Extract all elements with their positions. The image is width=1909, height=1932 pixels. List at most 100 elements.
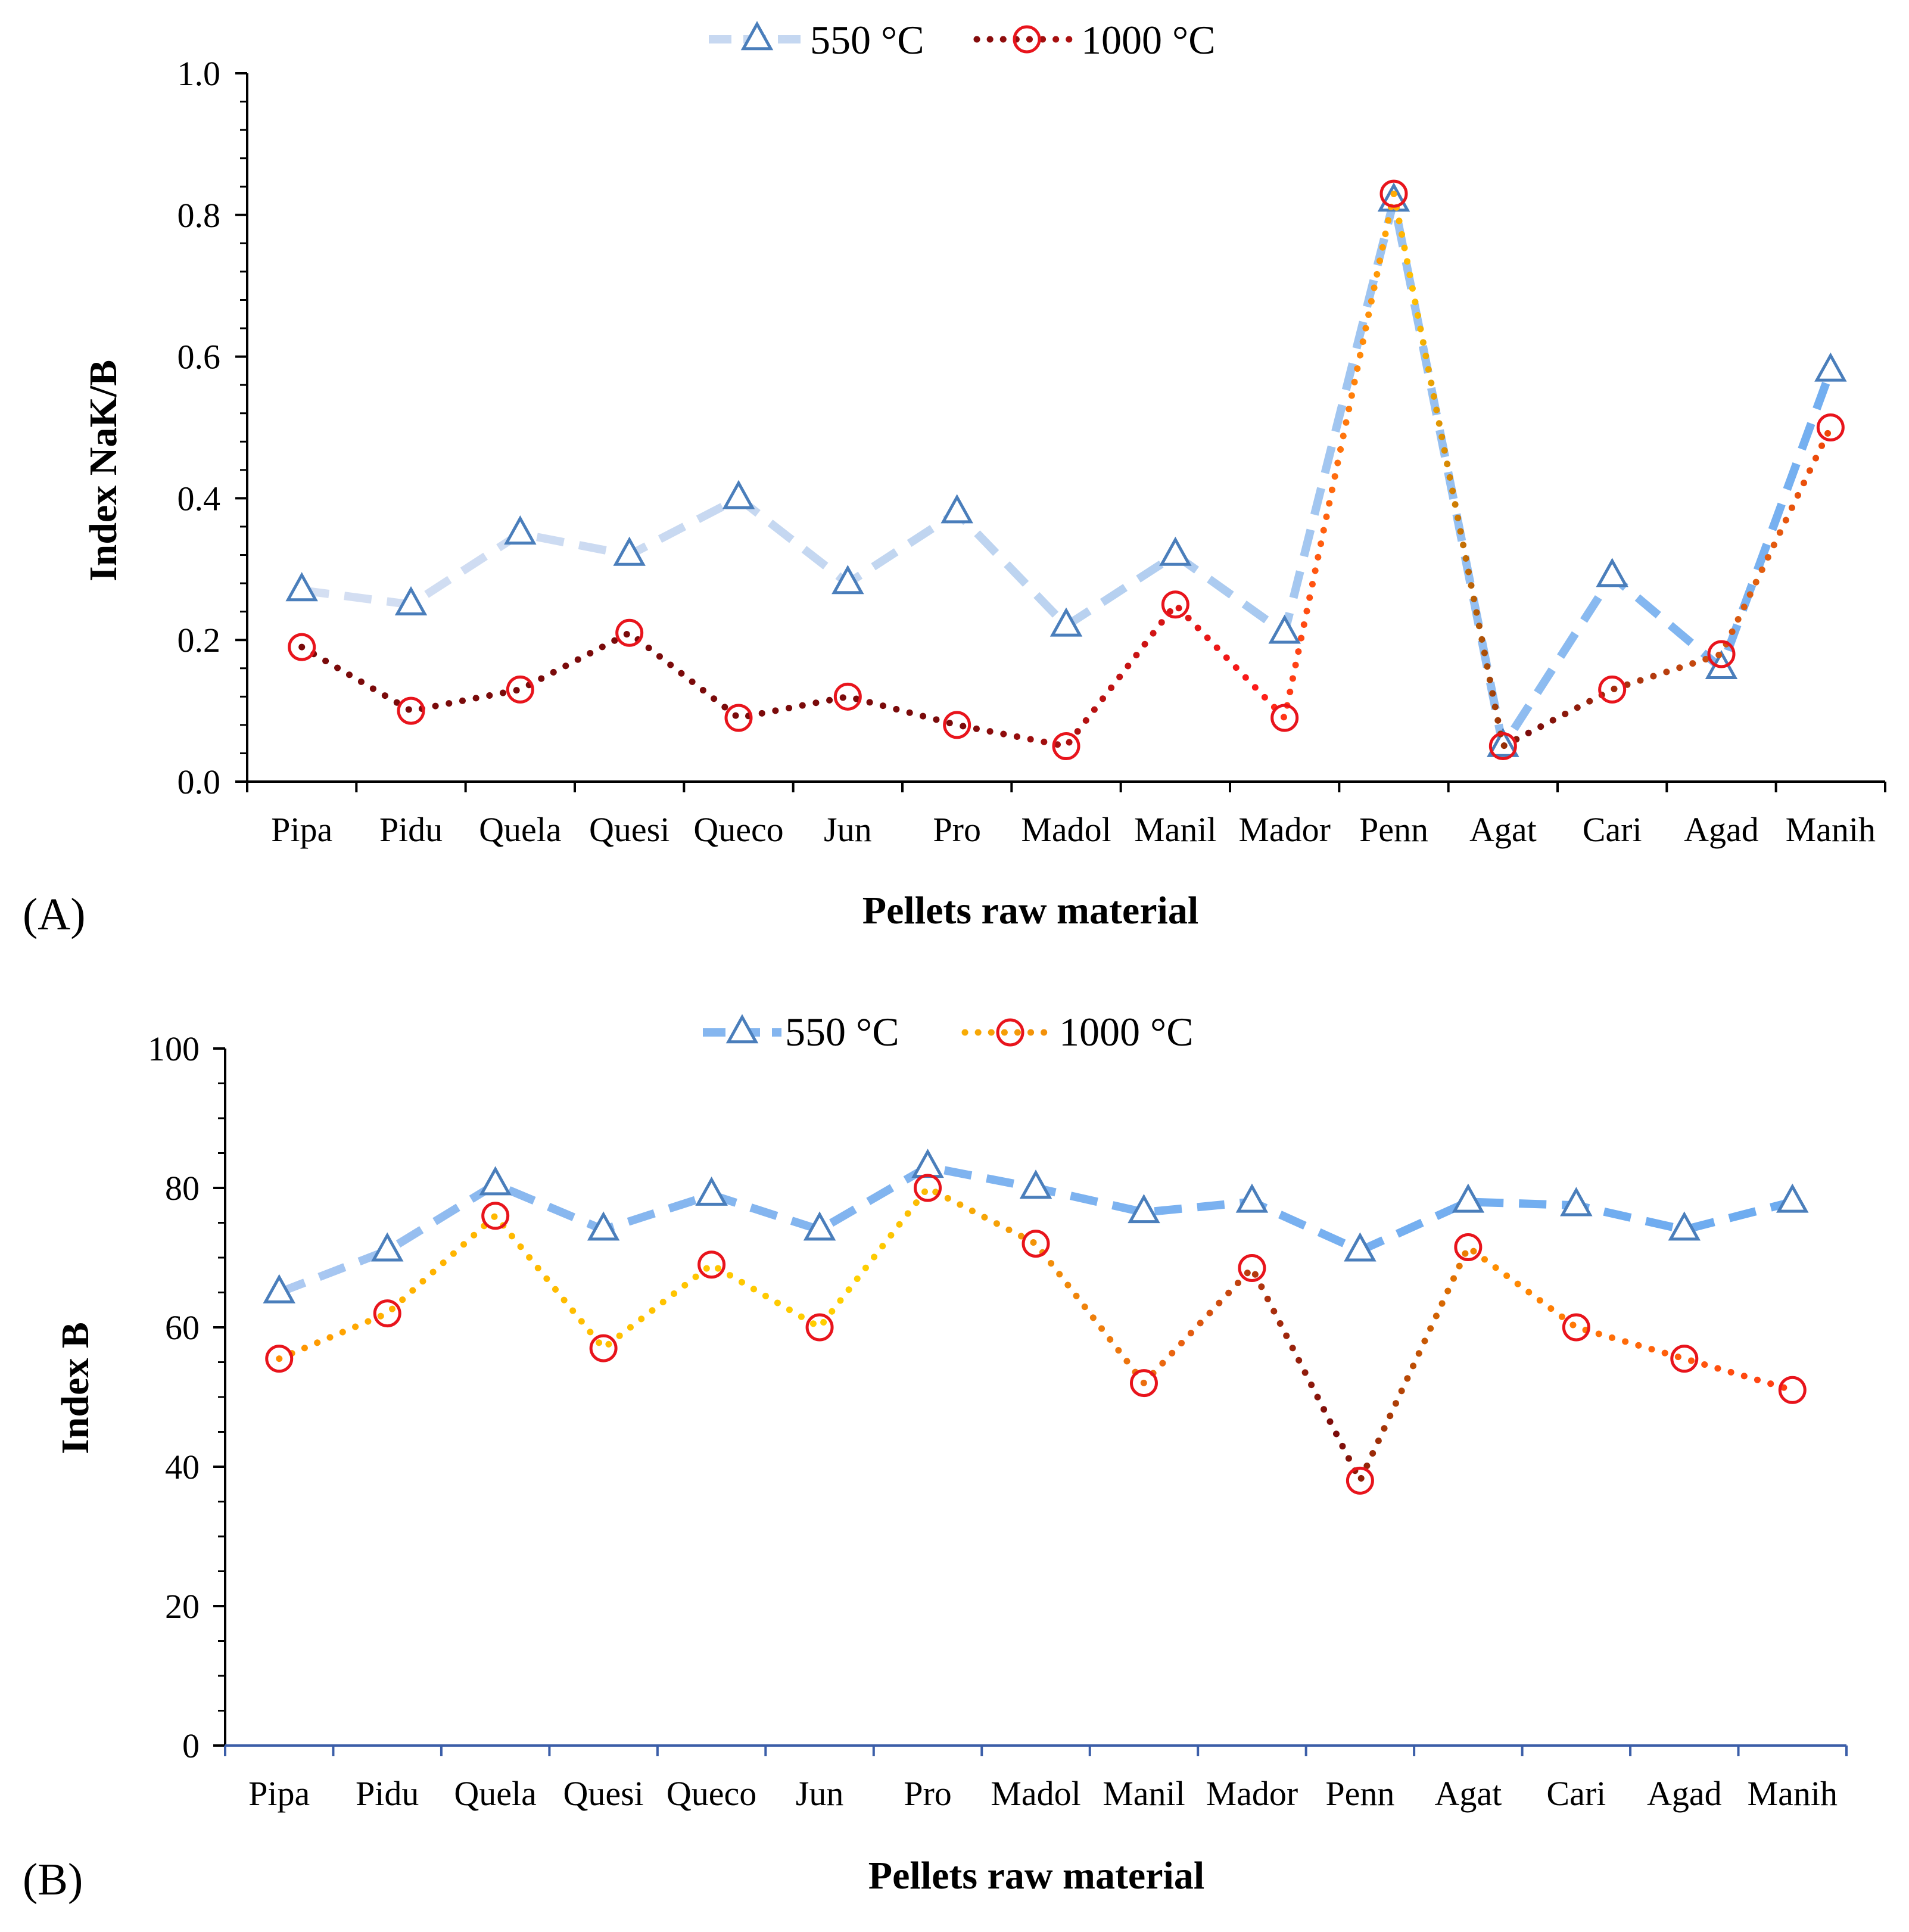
- series-1000-point: [697, 1250, 726, 1279]
- category-label: Agad: [1684, 810, 1759, 849]
- series-1000-point: [1052, 732, 1080, 761]
- series-1000-point: [724, 704, 753, 732]
- category-label: Mador: [1238, 810, 1331, 849]
- series-550-point: [1452, 1183, 1485, 1213]
- category-label: Quela: [454, 1774, 537, 1813]
- series-550-point: [1560, 1187, 1593, 1217]
- series-1000-point: [1816, 413, 1845, 441]
- series-1000-point: [506, 675, 534, 704]
- series-1000-point: [1488, 732, 1517, 761]
- series-1000-point: [373, 1299, 401, 1328]
- series-1000-point: [1022, 1230, 1050, 1258]
- series-1000-point: [833, 682, 862, 711]
- series-550-point: [1814, 352, 1847, 382]
- series-550-point: [695, 1176, 728, 1206]
- y-tick-label: 0: [182, 1726, 200, 1765]
- y-tick-label: 40: [165, 1448, 200, 1486]
- category-label: Mador: [1206, 1774, 1298, 1813]
- y-tick-label: 20: [165, 1587, 200, 1626]
- series-550-point: [1668, 1211, 1701, 1241]
- legend: [709, 21, 1080, 54]
- series-1000-point: [288, 633, 316, 661]
- series-1000-point: [1270, 704, 1299, 732]
- series-550-point: [1776, 1183, 1809, 1213]
- category-label: Cari: [1546, 1774, 1606, 1813]
- y-tick-label: 100: [148, 1029, 200, 1068]
- series-550-point: [832, 565, 864, 595]
- series-1000-point: [805, 1313, 834, 1342]
- category-label: Quesi: [563, 1774, 643, 1813]
- category-label: Agad: [1647, 1774, 1722, 1813]
- series-1000-point: [1562, 1313, 1590, 1342]
- category-label: Manih: [1786, 810, 1876, 849]
- category-label: Penn: [1359, 810, 1428, 849]
- series-550-point: [803, 1211, 836, 1241]
- series-550-point: [1344, 1232, 1377, 1262]
- series-550-point: [263, 1274, 295, 1303]
- category-label: Pipa: [271, 810, 332, 849]
- series-1000-point: [1670, 1345, 1699, 1373]
- series-1000-point: [914, 1174, 942, 1202]
- category-label: Madol: [991, 1774, 1080, 1813]
- series-1000: [265, 1174, 1807, 1495]
- series-550-point: [613, 536, 646, 566]
- series-1000-point: [589, 1334, 618, 1362]
- category-label: Pidu: [356, 1774, 419, 1813]
- series-1000-point: [1454, 1233, 1483, 1261]
- category-label: Pidu: [379, 810, 443, 849]
- series-550-point: [1596, 558, 1628, 587]
- y-tick-label: 0.8: [177, 196, 221, 235]
- y-tick-label: 0.4: [177, 479, 221, 518]
- legend: [703, 1014, 1059, 1047]
- series-550-point: [1050, 607, 1083, 637]
- series-550-point: [1128, 1194, 1160, 1224]
- series-1000-point: [615, 618, 644, 647]
- category-label: Pro: [904, 1774, 952, 1813]
- series-1000-line: [298, 190, 1834, 750]
- series-1000: [288, 179, 1845, 761]
- axes: 0 20 40 60 80 100 Pipa Pidu Quela Quesi Queco Jun Pr…: [148, 1029, 1848, 1813]
- legend-label-550: 550 °C: [785, 1009, 899, 1054]
- x-axis-title: Pellets raw material: [868, 1854, 1204, 1897]
- series-1000-point: [1129, 1369, 1158, 1398]
- series-1000-point: [943, 711, 971, 739]
- category-label: Manih: [1748, 1774, 1838, 1813]
- series-1000-point: [265, 1345, 294, 1373]
- category-label: Penn: [1325, 1774, 1394, 1813]
- y-tick-label: 80: [165, 1169, 200, 1208]
- legend-label-550: 550 °C: [810, 17, 924, 63]
- y-tick-label: 60: [165, 1308, 200, 1347]
- series-1000-point: [1379, 179, 1408, 208]
- series-550-point: [370, 1232, 404, 1262]
- category-label: Jun: [796, 1774, 844, 1813]
- series-550: [263, 1149, 1809, 1303]
- y-axis-title: Index B: [54, 1322, 97, 1454]
- y-axis-title: Index NaK/B: [82, 360, 125, 581]
- series-550-point: [479, 1166, 512, 1196]
- category-label: Agat: [1469, 810, 1537, 849]
- series-1000-point: [1346, 1466, 1374, 1495]
- series-550-line: [301, 197, 1835, 751]
- series-1000-point: [1161, 590, 1189, 619]
- y-tick-label: 0.0: [177, 763, 221, 801]
- legend-marker-1000: [996, 1018, 1024, 1047]
- chart-panel-b: 550 °C 1000 °C 0 20 40 60 80 100 Pipa Pidu Quela…: [23, 1009, 1848, 1905]
- series-550-point: [285, 572, 318, 602]
- category-label: Manil: [1103, 1774, 1185, 1813]
- legend-marker-550: [725, 1014, 759, 1044]
- series-1000-point: [1778, 1376, 1807, 1404]
- axes: 0.0 0.2 0.4 0.6 0.8 1.0 Pipa Pidu Quela Quesi Quec…: [177, 54, 1886, 849]
- x-axis-title: Pellets raw material: [862, 889, 1198, 932]
- series-550-point: [1019, 1169, 1052, 1199]
- y-tick-label: 1.0: [177, 54, 221, 93]
- series-550-point: [722, 480, 755, 509]
- series-550: [285, 182, 1847, 757]
- category-label: Cari: [1583, 810, 1642, 849]
- category-label: Pro: [933, 810, 981, 849]
- legend-marker-550: [740, 21, 774, 51]
- category-label: Madol: [1021, 810, 1111, 849]
- series-1000-point: [481, 1202, 510, 1230]
- category-label: Quela: [479, 810, 562, 849]
- series-1000-point: [1238, 1254, 1266, 1283]
